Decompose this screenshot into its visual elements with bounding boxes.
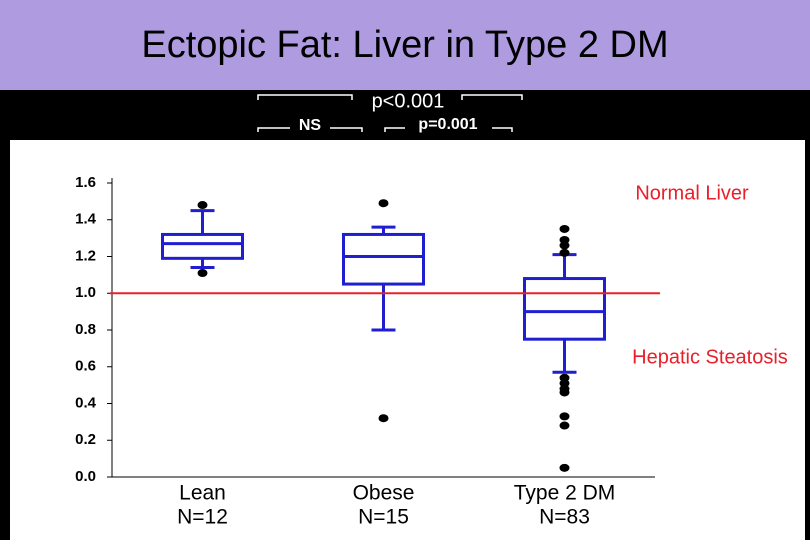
outlier: [197, 269, 208, 278]
y-tick-label: 0.6: [75, 358, 96, 375]
comparison-label: p<0.001: [372, 90, 445, 112]
x-tick-label: Type 2 DM: [514, 482, 616, 505]
outlier: [559, 241, 570, 250]
comparison-label: p=0.001: [418, 116, 477, 133]
y-tick-label: 0.8: [75, 321, 96, 338]
n-label: N=83: [539, 506, 590, 529]
outlier: [559, 248, 570, 257]
outlier: [197, 201, 208, 210]
y-tick-label: 1.6: [75, 174, 96, 191]
x-tick-label: Lean: [179, 482, 226, 505]
outlier: [559, 463, 570, 472]
bracket: [257, 127, 290, 132]
bracket: [330, 127, 363, 132]
outlier: [559, 373, 570, 382]
y-tick-label: 0.2: [75, 431, 96, 448]
annotation: Normal Liver: [635, 182, 749, 204]
comparison-label: NS: [299, 117, 322, 134]
bracket: [461, 94, 523, 100]
y-tick-label: 1.4: [75, 211, 97, 228]
outlier: [559, 224, 570, 233]
y-tick-label: 0.0: [75, 468, 96, 485]
bracket: [257, 94, 353, 100]
outlier: [559, 421, 570, 430]
outlier: [559, 379, 570, 388]
slide-title: Ectopic Fat: Liver in Type 2 DM: [141, 24, 668, 66]
outlier: [378, 414, 389, 423]
annotation: Hepatic Steatosis: [632, 346, 788, 368]
box: [523, 277, 606, 341]
plot-panel: [10, 140, 805, 540]
n-label: N=15: [358, 506, 409, 529]
box: [161, 232, 244, 260]
y-tick-label: 1.2: [75, 247, 96, 264]
box: [342, 232, 425, 286]
outlier: [559, 388, 570, 397]
header-band: [0, 0, 810, 90]
outlier: [378, 199, 389, 208]
bracket: [492, 127, 513, 132]
outlier: [559, 412, 570, 421]
bracket: [384, 127, 405, 132]
brackets: [257, 94, 523, 132]
x-tick-label: Obese: [353, 482, 415, 505]
y-tick-label: 0.4: [75, 394, 97, 411]
outlier: [559, 235, 570, 244]
y-tick-label: 1.0: [75, 284, 96, 301]
n-label: N=12: [177, 506, 228, 529]
